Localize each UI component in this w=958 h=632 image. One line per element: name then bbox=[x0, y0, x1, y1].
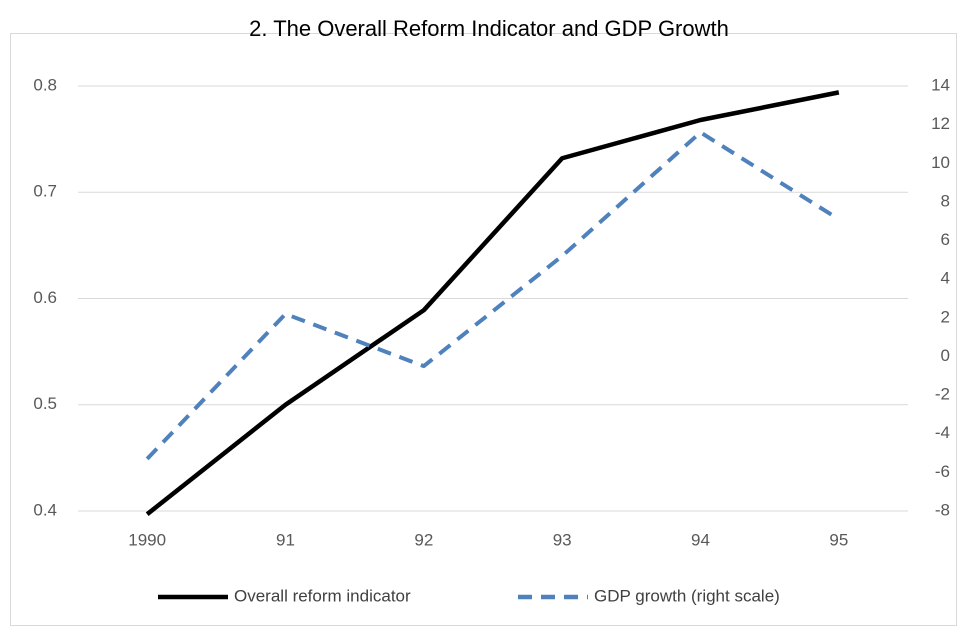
legend-label: Overall reform indicator bbox=[234, 586, 411, 605]
y-tick-label: 0.6 bbox=[33, 288, 57, 307]
x-tick-label: 1990 bbox=[128, 530, 166, 549]
y2-tick-label: -8 bbox=[935, 500, 950, 519]
y-tick-label: 0.5 bbox=[33, 394, 57, 413]
y2-tick-label: 8 bbox=[941, 191, 950, 210]
y2-tick-label: 2 bbox=[941, 307, 950, 326]
y2-tick-label: -2 bbox=[935, 385, 950, 404]
x-tick-label: 95 bbox=[829, 530, 848, 549]
y-tick-label: 0.7 bbox=[33, 182, 57, 201]
y2-tick-label: 12 bbox=[931, 114, 950, 133]
y2-tick-label: -4 bbox=[935, 423, 950, 442]
y2-tick-label: -6 bbox=[935, 462, 950, 481]
y-tick-label: 0.4 bbox=[33, 500, 57, 519]
legend-label: GDP growth (right scale) bbox=[594, 586, 780, 605]
chart-border bbox=[10, 33, 957, 626]
chart-title: 2. The Overall Reform Indicator and GDP … bbox=[249, 16, 729, 41]
y2-tick-label: 14 bbox=[931, 75, 950, 94]
x-tick-label: 92 bbox=[414, 530, 433, 549]
x-tick-label: 94 bbox=[691, 530, 710, 549]
series-line bbox=[145, 90, 840, 516]
series-line bbox=[145, 130, 840, 461]
x-tick-label: 93 bbox=[553, 530, 572, 549]
y2-tick-label: 6 bbox=[941, 230, 950, 249]
y2-tick-label: 4 bbox=[941, 269, 950, 288]
y2-tick-label: 10 bbox=[931, 153, 950, 172]
y-tick-label: 0.8 bbox=[33, 75, 57, 94]
y2-tick-label: 0 bbox=[941, 346, 950, 365]
x-tick-label: 91 bbox=[276, 530, 295, 549]
